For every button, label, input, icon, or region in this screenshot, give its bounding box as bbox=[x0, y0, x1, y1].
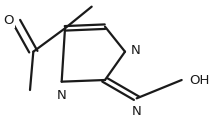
Text: OH: OH bbox=[189, 74, 210, 86]
Text: N: N bbox=[57, 88, 67, 102]
Text: N: N bbox=[132, 105, 141, 118]
Text: O: O bbox=[3, 14, 14, 27]
Text: N: N bbox=[130, 44, 140, 57]
